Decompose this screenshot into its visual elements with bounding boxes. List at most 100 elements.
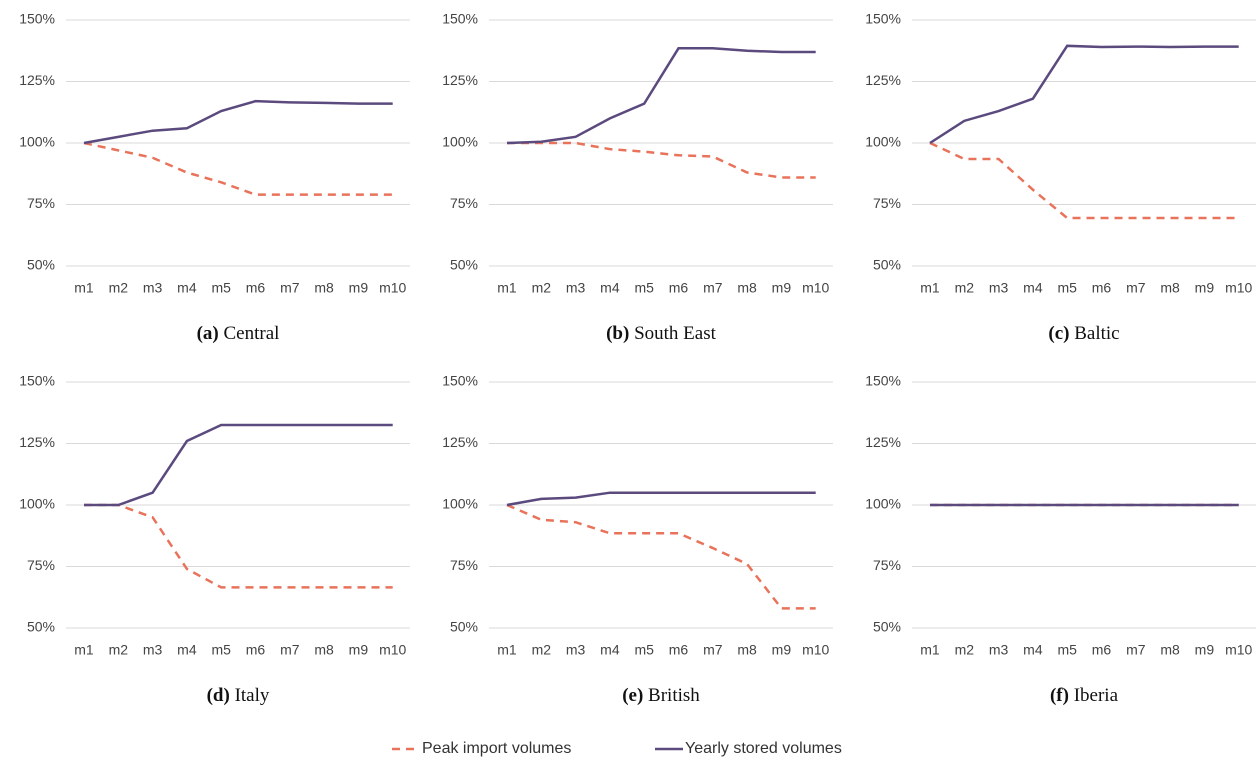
y-tick-label: 150%: [19, 11, 55, 27]
x-tick-label: m4: [177, 642, 197, 658]
x-tick-label: m2: [109, 280, 129, 296]
x-tick-label: m2: [955, 280, 975, 296]
x-tick-label: m1: [920, 280, 940, 296]
caption-label: (d): [207, 685, 230, 706]
x-tick-label: m8: [314, 642, 334, 658]
series-line: [506, 503, 816, 610]
x-tick-label: m10: [802, 280, 829, 296]
y-tick-label: 125%: [19, 434, 55, 450]
x-tick-label: m6: [669, 280, 689, 296]
series-line: [507, 141, 816, 179]
y-tick-label: 50%: [873, 619, 901, 635]
x-tick-label: m7: [703, 280, 723, 296]
x-tick-label: m6: [669, 642, 689, 658]
caption: (f) Iberia: [1050, 685, 1119, 706]
series-line: [84, 503, 393, 589]
y-tick-label: 100%: [19, 134, 55, 150]
x-tick-label: m3: [566, 642, 586, 658]
x-tick-label: m10: [1225, 642, 1252, 658]
x-tick-label: m3: [566, 280, 586, 296]
y-tick-label: 100%: [865, 134, 901, 150]
x-tick-label: m3: [989, 642, 1009, 658]
y-tick-label: 150%: [442, 373, 478, 389]
series-line: [83, 141, 393, 196]
x-tick-label: m9: [1195, 642, 1215, 658]
caption-label: (e): [622, 685, 643, 706]
series-line: [506, 47, 816, 145]
x-tick-label: m8: [737, 642, 757, 658]
caption: (c) Baltic: [1048, 323, 1119, 344]
x-tick-label: m3: [143, 642, 163, 658]
x-tick-label: m7: [280, 642, 300, 658]
y-tick-label: 150%: [865, 11, 901, 27]
caption: (e) British: [622, 685, 700, 706]
x-tick-label: m10: [802, 642, 829, 658]
x-tick-label: m1: [74, 642, 94, 658]
x-tick-label: m4: [600, 280, 620, 296]
x-tick-label: m9: [349, 642, 369, 658]
series-line: [929, 44, 1239, 145]
y-tick-label: 150%: [865, 373, 901, 389]
x-tick-label: m8: [314, 280, 334, 296]
x-tick-label: m7: [1126, 642, 1146, 658]
x-tick-label: m9: [772, 280, 792, 296]
legend-label: Peak import volumes: [422, 740, 571, 757]
y-tick-label: 50%: [873, 257, 901, 273]
caption-title: South East: [634, 323, 717, 344]
y-tick-label: 75%: [873, 195, 901, 211]
y-tick-label: 75%: [873, 557, 901, 573]
y-tick-label: 125%: [442, 72, 478, 88]
x-tick-label: m4: [600, 642, 620, 658]
caption-label: (a): [197, 323, 219, 344]
series-line: [506, 491, 816, 507]
x-tick-label: m2: [109, 642, 129, 658]
caption-title: British: [648, 685, 700, 706]
x-tick-label: m5: [634, 280, 654, 296]
y-tick-label: 100%: [442, 134, 478, 150]
caption: (b) South East: [606, 323, 717, 344]
x-tick-label: m7: [703, 642, 723, 658]
y-tick-label: 125%: [865, 434, 901, 450]
x-tick-label: m5: [1057, 280, 1077, 296]
y-tick-label: 100%: [865, 496, 901, 512]
y-tick-label: 150%: [442, 11, 478, 27]
x-tick-label: m3: [989, 280, 1009, 296]
y-tick-label: 75%: [27, 195, 55, 211]
series-line: [929, 141, 1239, 220]
y-tick-label: 125%: [19, 72, 55, 88]
y-tick-label: 125%: [442, 434, 478, 450]
x-tick-label: m6: [246, 280, 266, 296]
y-tick-label: 100%: [19, 496, 55, 512]
y-tick-label: 50%: [27, 257, 55, 273]
x-tick-label: m5: [634, 642, 654, 658]
x-tick-label: m2: [955, 642, 975, 658]
x-tick-label: m1: [497, 642, 517, 658]
caption-label: (c): [1048, 323, 1069, 344]
y-tick-label: 150%: [19, 373, 55, 389]
caption-title: Baltic: [1074, 323, 1119, 344]
x-tick-label: m7: [1126, 280, 1146, 296]
y-tick-label: 100%: [442, 496, 478, 512]
caption-title: Central: [223, 323, 279, 344]
x-tick-label: m10: [379, 642, 406, 658]
x-tick-label: m4: [1023, 280, 1043, 296]
x-tick-label: m5: [211, 642, 231, 658]
caption: (a) Central: [197, 323, 280, 344]
x-tick-label: m6: [1092, 280, 1112, 296]
x-tick-label: m5: [1057, 642, 1077, 658]
x-tick-label: m6: [1092, 642, 1112, 658]
x-tick-label: m1: [497, 280, 517, 296]
x-tick-label: m7: [280, 280, 300, 296]
caption-label: (f): [1050, 685, 1069, 706]
y-tick-label: 50%: [450, 619, 478, 635]
y-tick-label: 75%: [450, 195, 478, 211]
x-tick-label: m6: [246, 642, 266, 658]
caption-title: Italy: [235, 685, 270, 706]
x-tick-label: m5: [211, 280, 231, 296]
y-tick-label: 125%: [865, 72, 901, 88]
x-tick-label: m4: [177, 280, 197, 296]
x-tick-label: m8: [1160, 280, 1180, 296]
x-tick-label: m10: [379, 280, 406, 296]
x-tick-label: m2: [532, 280, 552, 296]
x-tick-label: m9: [1195, 280, 1215, 296]
